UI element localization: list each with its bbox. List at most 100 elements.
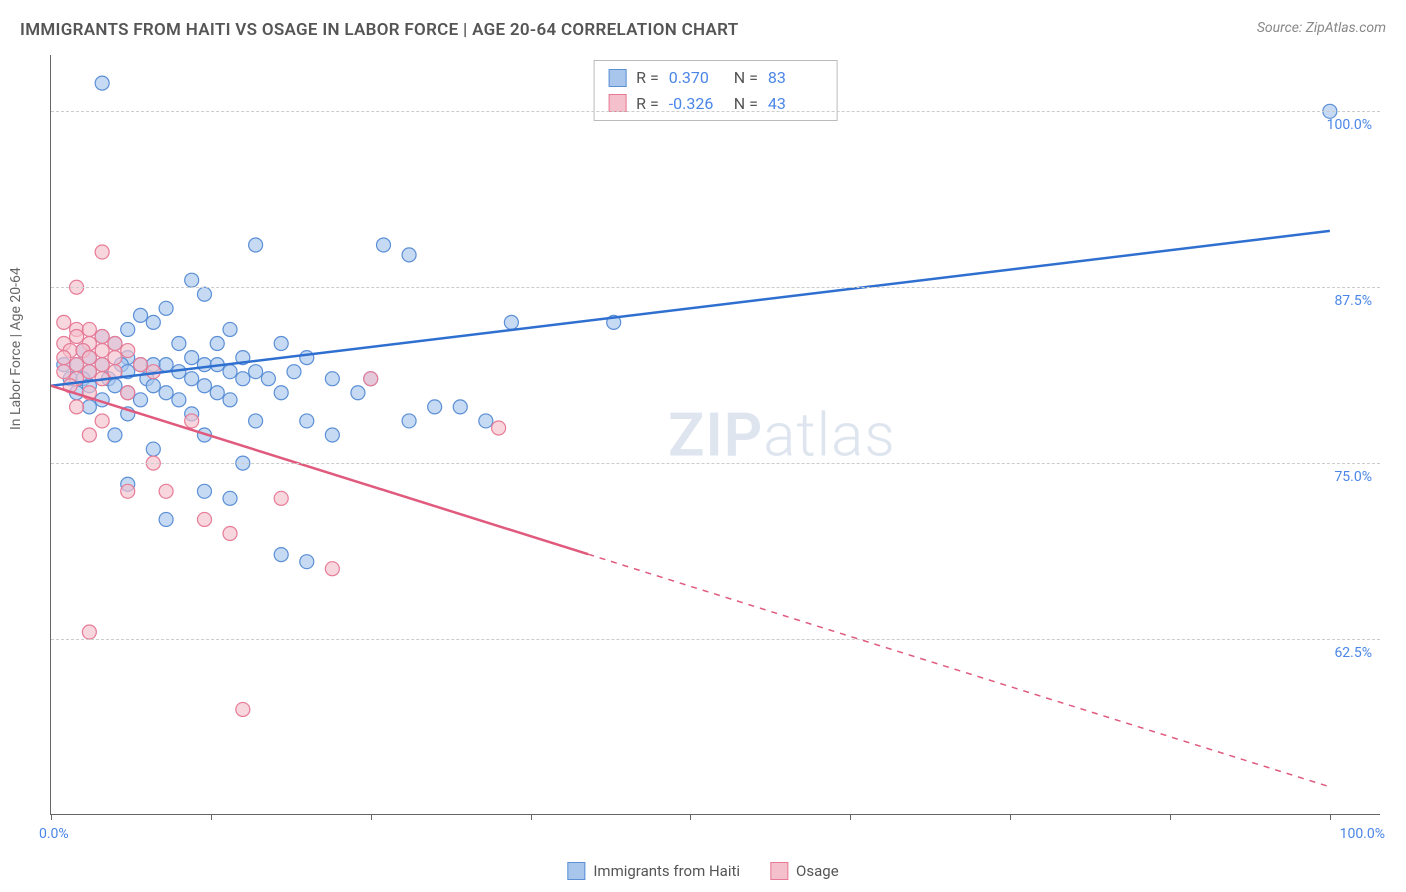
data-point [146, 442, 160, 456]
data-point [274, 491, 288, 505]
x-tick [531, 814, 532, 820]
x-tick [1330, 814, 1331, 820]
data-point [82, 351, 96, 365]
data-point [108, 351, 122, 365]
data-point [351, 386, 365, 400]
data-point [95, 372, 109, 386]
data-point [146, 358, 160, 372]
data-point [325, 562, 339, 576]
data-point [249, 238, 263, 252]
data-point [172, 393, 186, 407]
data-point [121, 365, 135, 379]
gridline-h [51, 287, 1380, 288]
data-point [121, 477, 135, 491]
r-value-series2: -0.326 [669, 91, 724, 117]
data-point [223, 527, 237, 541]
y-tick-label: 75.0% [1334, 469, 1372, 485]
data-point [159, 301, 173, 315]
data-point [159, 358, 173, 372]
data-point [121, 344, 135, 358]
data-point [108, 379, 122, 393]
data-point [261, 372, 275, 386]
data-point [121, 484, 135, 498]
data-point [57, 358, 71, 372]
r-value-series1: 0.370 [669, 65, 724, 91]
data-point [82, 337, 96, 351]
trend-line-solid [51, 231, 1330, 386]
data-point [70, 322, 84, 336]
data-point [76, 344, 90, 358]
data-point [300, 555, 314, 569]
data-point [172, 365, 186, 379]
data-point [108, 428, 122, 442]
gridline-h [51, 463, 1380, 464]
data-point [57, 337, 71, 351]
data-point [63, 379, 77, 393]
data-point [185, 372, 199, 386]
data-point [185, 351, 199, 365]
data-point [134, 358, 148, 372]
data-point [82, 322, 96, 336]
data-point [479, 414, 493, 428]
y-tick-label: 100.0% [1327, 117, 1372, 133]
data-point [57, 365, 71, 379]
x-axis-max-label: 100.0% [1340, 826, 1385, 842]
data-point [159, 484, 173, 498]
stats-row-series1: R = 0.370 N = 83 [608, 65, 823, 91]
data-point [223, 491, 237, 505]
data-point [63, 372, 77, 386]
data-point [197, 428, 211, 442]
data-point [82, 428, 96, 442]
data-point [146, 365, 160, 379]
x-tick [1010, 814, 1011, 820]
data-point [95, 414, 109, 428]
n-label: N = [734, 91, 758, 117]
watermark-light: atlas [763, 399, 896, 470]
data-point [185, 407, 199, 421]
data-point [102, 372, 116, 386]
data-point [197, 484, 211, 498]
data-point [70, 358, 84, 372]
data-point [210, 358, 224, 372]
data-point [70, 329, 84, 343]
data-point [364, 372, 378, 386]
x-axis-min-label: 0.0% [39, 826, 69, 842]
r-label: R = [636, 91, 659, 117]
chart-title: IMMIGRANTS FROM HAITI VS OSAGE IN LABOR … [20, 20, 738, 40]
data-point [95, 329, 109, 343]
data-point [134, 393, 148, 407]
data-point [197, 287, 211, 301]
data-point [197, 379, 211, 393]
legend-item-series2: Osage [770, 862, 839, 880]
x-tick [690, 814, 691, 820]
data-point [223, 393, 237, 407]
data-point [134, 308, 148, 322]
data-point [274, 337, 288, 351]
data-point [82, 365, 96, 379]
data-point [325, 372, 339, 386]
data-point [325, 428, 339, 442]
data-point [172, 337, 186, 351]
data-point [210, 337, 224, 351]
data-point [159, 512, 173, 526]
data-point [236, 351, 250, 365]
stats-row-series2: R = -0.326 N = 43 [608, 91, 823, 117]
x-tick [371, 814, 372, 820]
trend-line-solid [51, 386, 588, 554]
data-point [57, 351, 71, 365]
data-point [210, 386, 224, 400]
swatch-series1 [608, 69, 626, 87]
data-point [223, 365, 237, 379]
data-point [95, 358, 109, 372]
data-point [95, 358, 109, 372]
data-point [76, 344, 90, 358]
x-tick [211, 814, 212, 820]
data-point [236, 702, 250, 716]
data-point [287, 365, 301, 379]
data-point [82, 379, 96, 393]
n-label: N = [734, 65, 758, 91]
data-point [249, 365, 263, 379]
data-point [364, 372, 378, 386]
r-label: R = [636, 65, 659, 91]
data-point [82, 351, 96, 365]
